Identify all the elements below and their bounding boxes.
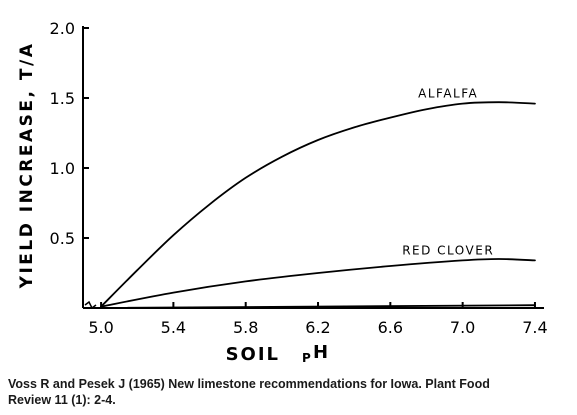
y-tick-label: 2.0 [50, 19, 75, 38]
x-tick-label: 7.4 [522, 318, 547, 337]
y-axis-title: YIELD INCREASE, T/A [17, 42, 37, 290]
x-axis-title-h: H [313, 342, 328, 363]
series-line-red-clover [100, 258, 536, 308]
series-line-alfalfa [100, 101, 536, 308]
series-label-red-clover: RED CLOVER [402, 243, 494, 257]
y-tick-label: 1.0 [50, 159, 75, 178]
series-lines [100, 101, 536, 309]
x-tick-label: 6.2 [305, 318, 330, 337]
caption-line-1: Voss R and Pesek J (1965) New limestone … [8, 377, 490, 391]
axis-break-mark [84, 300, 97, 310]
series-labels: ALFALFA RED CLOVER [402, 87, 494, 258]
x-axis-title-main: SOIL [226, 344, 280, 365]
chart-canvas: 5.0 5.4 5.8 6.2 6.6 7.0 7.4 0.5 1.0 1.5 2.0 ALFALF… [17, 19, 548, 365]
figure-caption: Voss R and Pesek J (1965) New limestone … [8, 376, 568, 408]
x-tick-label: 7.0 [450, 318, 475, 337]
axes [82, 26, 544, 310]
caption-line-2: Review 11 (1): 2-4. [8, 393, 116, 407]
x-tick-label: 5.4 [161, 318, 186, 337]
x-tick-label: 5.0 [88, 318, 113, 337]
x-tick-label: 6.6 [378, 318, 403, 337]
ticks: 5.0 5.4 5.8 6.2 6.6 7.0 7.4 0.5 1.0 1.5 2.0 [50, 19, 548, 337]
x-tick-label: 5.8 [233, 318, 258, 337]
x-axis-title: SOIL P H [226, 342, 329, 365]
series-line-baseline [100, 304, 536, 309]
x-axis-title-p: P [302, 351, 311, 365]
y-tick-label: 1.5 [50, 89, 75, 108]
series-label-alfalfa: ALFALFA [418, 87, 478, 101]
y-tick-label: 0.5 [50, 229, 75, 248]
